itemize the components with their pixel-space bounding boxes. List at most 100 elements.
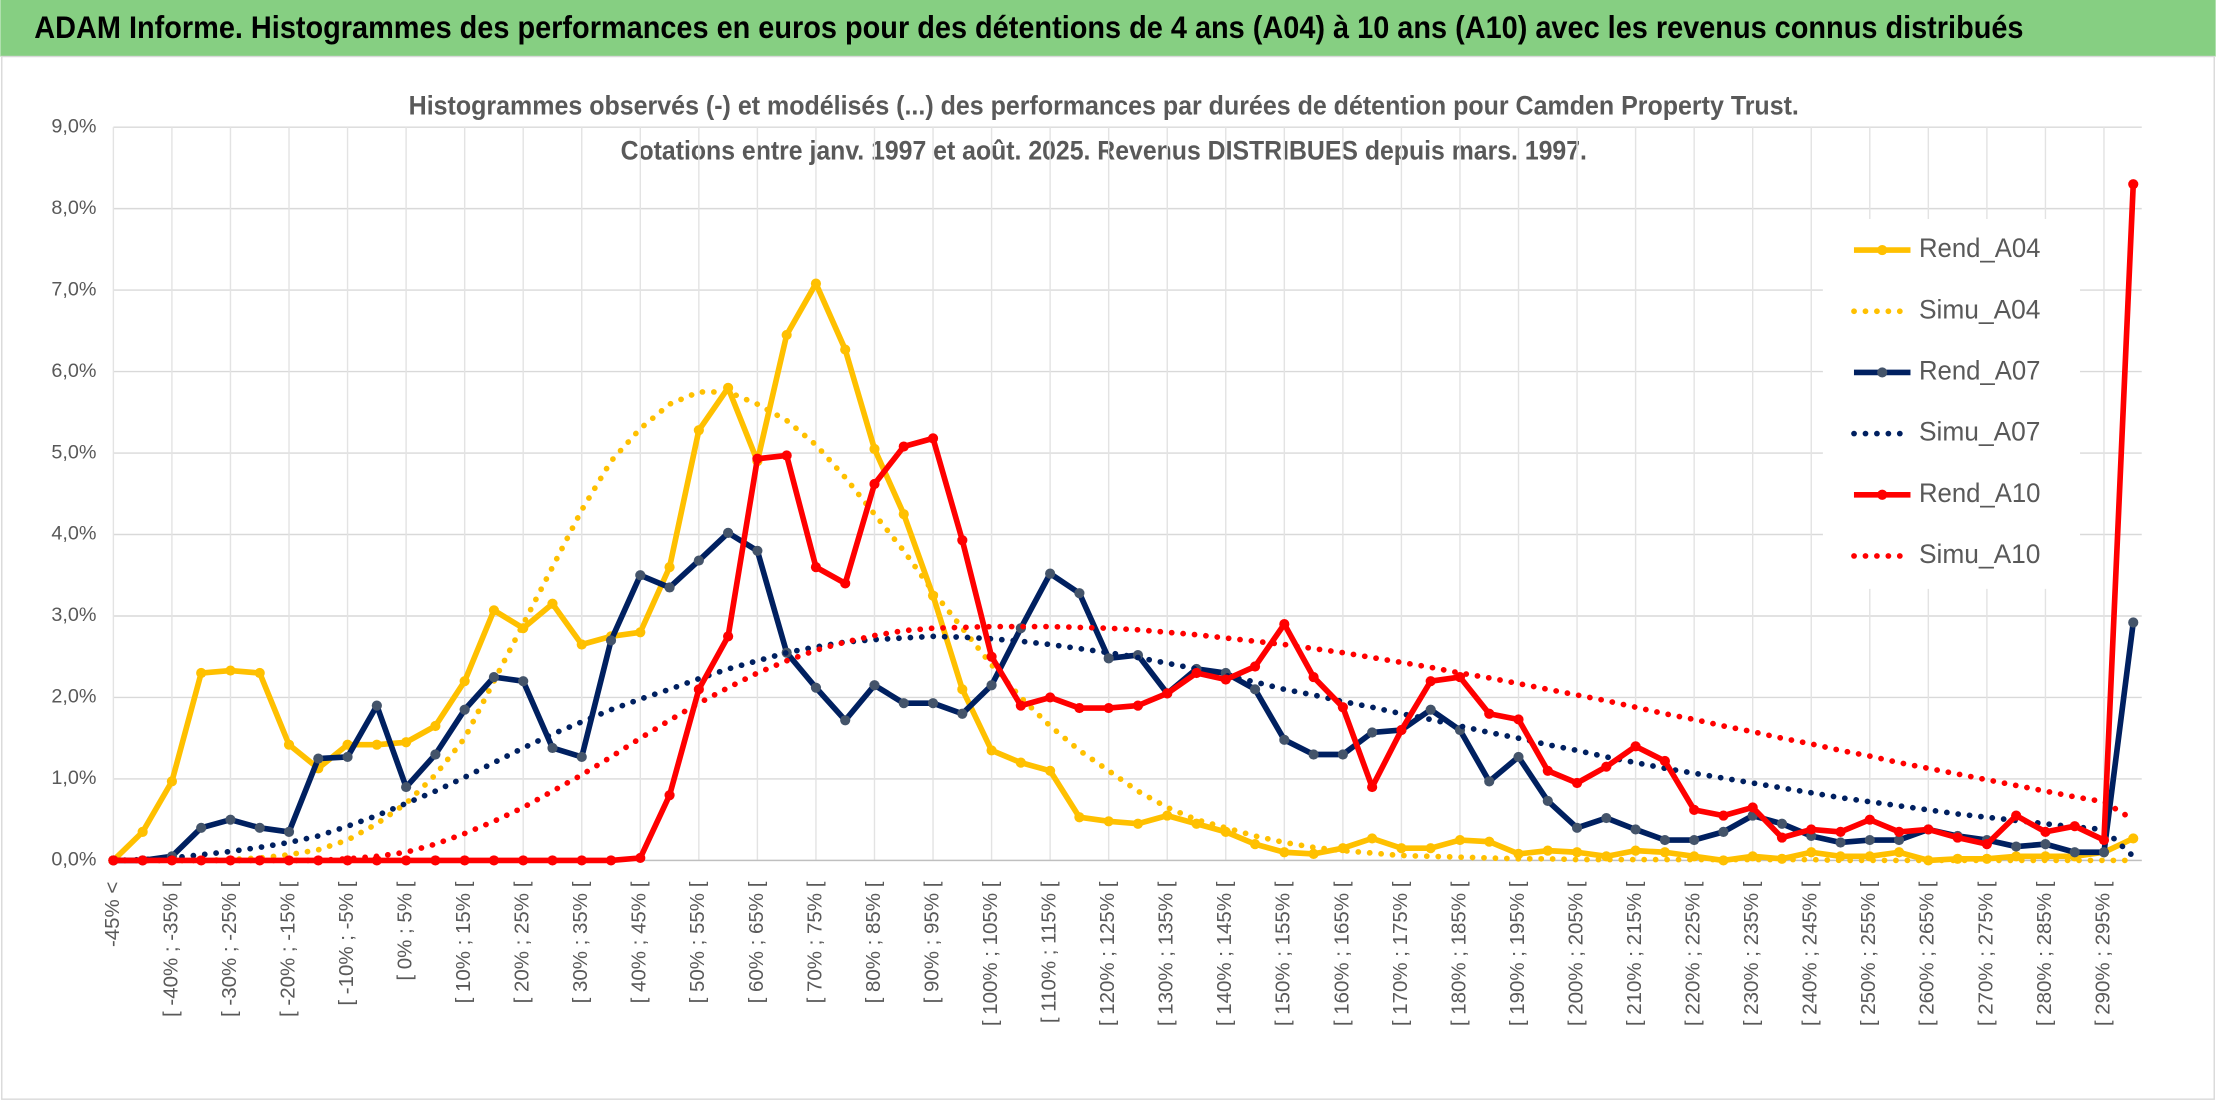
data-point	[1893, 826, 1905, 837]
data-point	[693, 425, 704, 436]
data-point	[635, 570, 646, 581]
data-point	[1396, 843, 1407, 854]
legend-label: Simu_A07	[1919, 417, 2041, 447]
data-point	[1571, 777, 1583, 789]
data-point	[664, 790, 675, 801]
data-point	[1308, 749, 1319, 760]
data-point	[986, 651, 997, 662]
data-point	[927, 698, 939, 709]
data-point	[898, 509, 909, 520]
data-point	[547, 742, 558, 754]
y-tick-label: 9,0%	[51, 115, 96, 137]
x-tick-label: [ 190% ; 195% [	[1506, 881, 1529, 1026]
data-point	[430, 749, 441, 760]
x-tick-label: [ 110% ; 115% [	[1038, 881, 1061, 1023]
x-tick-label: [ 100% ; 105% [	[979, 881, 1002, 1026]
data-point	[371, 700, 382, 711]
data-point	[576, 855, 587, 866]
x-tick-label: [ 80% ; 85% [	[862, 881, 885, 1003]
x-tick-label: [ 130% ; 135% [	[1155, 881, 1178, 1026]
x-tick-label: [ 250% ; 255% [	[1857, 881, 1880, 1026]
data-point	[1835, 837, 1846, 848]
data-point	[2098, 847, 2110, 858]
x-tick-label: [ 230% ; 235% [	[1740, 881, 1763, 1026]
data-point	[723, 631, 734, 642]
data-point	[1542, 765, 1553, 776]
legend-label: Simu_A10	[1919, 539, 2041, 569]
data-point	[2069, 821, 2080, 832]
series-line	[113, 184, 2137, 864]
data-point	[1425, 843, 1436, 854]
y-tick-label: 3,0%	[51, 604, 96, 626]
y-tick-label: 4,0%	[51, 523, 96, 545]
data-point	[1337, 702, 1348, 713]
data-point	[957, 708, 968, 719]
data-point	[196, 822, 207, 833]
x-tick-label: [ 30% ; 35% [	[569, 881, 592, 1003]
data-point	[1484, 708, 1495, 719]
data-point	[137, 855, 148, 866]
data-point	[810, 278, 822, 289]
data-point	[723, 527, 734, 538]
data-point	[1776, 832, 1788, 843]
data-point	[1425, 676, 1436, 687]
data-point	[1893, 834, 1905, 846]
data-point	[1689, 834, 1700, 846]
legend-marker	[1877, 367, 1888, 378]
y-tick-label: 5,0%	[51, 441, 96, 463]
data-point	[254, 667, 265, 679]
data-point	[1454, 672, 1466, 683]
data-point	[1103, 816, 1114, 827]
data-point	[196, 667, 207, 679]
data-point	[1747, 851, 1758, 862]
data-point	[313, 753, 324, 764]
plot	[108, 179, 2139, 866]
legend-label: Rend_A10	[1919, 478, 2041, 508]
data-point	[898, 441, 909, 452]
data-point	[1249, 839, 1261, 850]
data-point	[1601, 812, 1612, 824]
data-point	[1571, 847, 1583, 858]
data-point	[752, 545, 763, 556]
x-tick-label: [ 200% ; 205% [	[1564, 881, 1587, 1026]
data-point	[1132, 818, 1144, 829]
x-tick-label: [ 210% ; 215% [	[1623, 881, 1646, 1026]
data-point	[1923, 824, 1934, 835]
data-point	[1103, 702, 1114, 714]
data-point	[1484, 776, 1495, 787]
data-point	[1689, 804, 1700, 815]
header-title: ADAM Informe. Histogrammes des performan…	[34, 10, 2023, 45]
legend-label: Simu_A04	[1919, 294, 2041, 324]
data-point	[1132, 700, 1144, 711]
data-point	[1718, 826, 1729, 837]
x-tick-label: -45% <	[101, 882, 124, 947]
data-point	[430, 720, 441, 732]
x-tick-label: [ 240% ; 245% [	[1799, 881, 1822, 1026]
data-point	[1484, 836, 1495, 847]
data-point	[459, 676, 470, 687]
data-point	[810, 562, 822, 573]
data-point	[1513, 714, 1524, 725]
x-tick-label: [ 170% ; 175% [	[1389, 881, 1412, 1026]
y-tick-label: 8,0%	[51, 197, 96, 219]
data-point	[957, 684, 968, 695]
data-point	[1718, 810, 1729, 821]
data-point	[488, 605, 500, 616]
data-point	[664, 582, 675, 593]
x-tick-label: [ 270% ; 275% [	[1974, 881, 1997, 1026]
data-point	[576, 751, 587, 763]
data-point	[1045, 765, 1056, 776]
data-point	[488, 855, 500, 866]
data-point	[371, 739, 382, 750]
data-point	[1952, 832, 1963, 843]
legend-marker	[1877, 489, 1888, 500]
data-point	[693, 684, 704, 695]
x-tick-label: [ 60% ; 65% [	[745, 881, 768, 1003]
x-tick-label: [ 220% ; 225% [	[1682, 881, 1705, 1026]
data-point	[1074, 812, 1085, 823]
data-point	[635, 852, 646, 864]
data-point	[1981, 839, 1992, 850]
data-point	[2128, 617, 2139, 628]
x-tick-label: [ -10% ; -5% [	[335, 881, 358, 1005]
